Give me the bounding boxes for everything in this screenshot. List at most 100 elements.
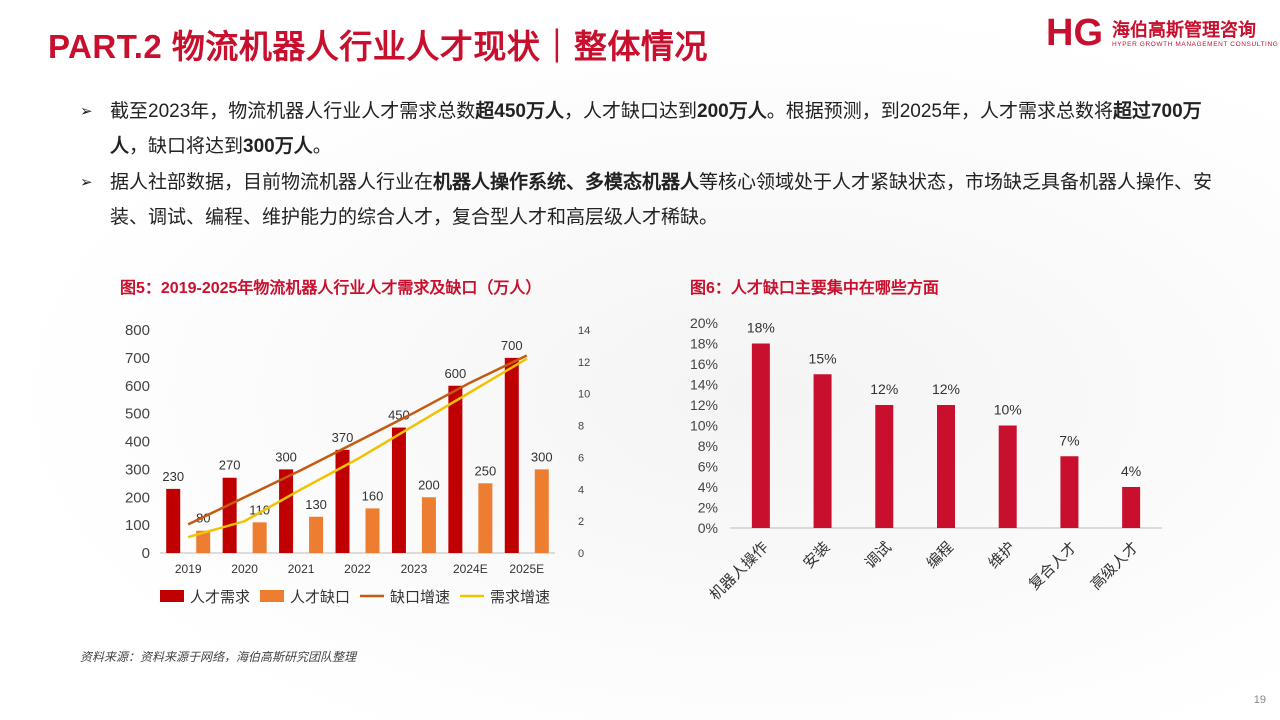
right-axis-tick-label: 4 bbox=[578, 484, 584, 496]
x-axis-tick-label: 复合人才 bbox=[1025, 538, 1080, 593]
bar-data-label: 4% bbox=[1121, 463, 1141, 479]
demand-bar bbox=[391, 427, 406, 553]
bullet-arrow-icon: ➢ bbox=[80, 174, 93, 191]
legend-swatch bbox=[260, 590, 284, 602]
gap-bar bbox=[252, 522, 267, 553]
x-axis-tick-label: 2019 bbox=[175, 562, 202, 576]
gap-category-bar bbox=[751, 343, 770, 528]
bar-data-label: 600 bbox=[445, 366, 467, 381]
legend-label: 人才需求 bbox=[190, 589, 250, 606]
gap-category-bar bbox=[1122, 487, 1141, 528]
bullet-arrow-icon: ➢ bbox=[80, 103, 93, 120]
x-axis-tick-label: 高级人才 bbox=[1088, 539, 1142, 593]
x-axis-tick-label: 编程 bbox=[924, 539, 957, 572]
left-axis-tick-label: 300 bbox=[125, 461, 150, 478]
x-axis-tick-label: 调试 bbox=[862, 539, 895, 572]
bullet-text: 。 bbox=[312, 136, 332, 157]
right-axis-tick-label: 8 bbox=[578, 421, 584, 433]
left-axis-tick-label: 400 bbox=[125, 434, 150, 451]
bar-data-label: 18% bbox=[747, 320, 775, 336]
left-axis-tick-label: 600 bbox=[125, 378, 150, 395]
gap-bar bbox=[196, 530, 211, 553]
bar-data-label: 12% bbox=[870, 381, 898, 397]
bullet-emphasis: 200万人 bbox=[697, 101, 767, 122]
bar-data-label: 110 bbox=[249, 502, 270, 517]
gap-category-bar bbox=[813, 374, 832, 528]
x-axis-tick-label: 安装 bbox=[800, 539, 833, 572]
bullet-emphasis: 超450万人 bbox=[475, 101, 564, 122]
gap-category-bar bbox=[875, 405, 894, 528]
bar-data-label: 130 bbox=[305, 497, 327, 512]
gap-bar bbox=[365, 508, 380, 553]
gap-bar bbox=[421, 497, 436, 553]
left-axis-tick-label: 500 bbox=[125, 406, 150, 423]
bar-data-label: 700 bbox=[501, 338, 523, 353]
left-axis-tick-label: 0 bbox=[142, 545, 150, 562]
y-axis-tick-label: 0% bbox=[698, 520, 718, 536]
chart5-title: 图5：2019-2025年物流机器人行业人才需求及缺口（万人） bbox=[120, 280, 542, 297]
bullet-emphasis: 300万人 bbox=[243, 136, 313, 157]
bullet-text: 截至2023年，物流机器人行业人才需求总数 bbox=[110, 101, 476, 122]
demand-growth-line bbox=[187, 357, 528, 539]
y-axis-tick-label: 14% bbox=[690, 377, 718, 393]
gap-bar bbox=[309, 516, 324, 553]
gap-category-bar bbox=[1060, 456, 1079, 528]
bar-data-label: 270 bbox=[219, 458, 241, 473]
y-axis-tick-label: 18% bbox=[690, 336, 718, 352]
bar-data-label: 160 bbox=[362, 488, 384, 503]
demand-bar bbox=[222, 477, 237, 553]
source-note: 资料来源：资料来源于网络，海伯高斯研究团队整理 bbox=[80, 650, 357, 664]
hg-logo-mark: HG bbox=[1046, 12, 1103, 52]
bullet-emphasis: 超过700万人 bbox=[110, 101, 1202, 157]
left-axis-tick-label: 200 bbox=[125, 489, 150, 506]
x-axis-tick-label: 2021 bbox=[288, 562, 315, 576]
chart6-gap-distribution: 0% 2% 4% 6% 8% 10% 12% 14% 16% 18% 20% 18% 机器人操作 15% 安… bbox=[690, 315, 1162, 604]
y-axis-tick-label: 4% bbox=[698, 479, 718, 495]
gap-bar bbox=[478, 483, 493, 553]
x-axis-tick-label: 2020 bbox=[231, 562, 258, 576]
gap-category-bar bbox=[937, 405, 955, 528]
y-axis-tick-label: 10% bbox=[690, 418, 718, 434]
left-axis-tick-label: 100 bbox=[125, 517, 150, 534]
logo-chinese-name: 海伯高斯管理咨询 bbox=[1112, 20, 1256, 40]
x-axis-tick-label: 2025E bbox=[509, 562, 544, 576]
demand-bar bbox=[504, 357, 519, 553]
bar-data-label: 300 bbox=[531, 449, 553, 464]
bar-data-label: 12% bbox=[932, 381, 960, 397]
bar-data-label: 10% bbox=[994, 402, 1022, 418]
bullet-text: 。根据预测，到2025年，人才需求总数将 bbox=[766, 101, 1113, 122]
y-axis-tick-label: 2% bbox=[698, 500, 718, 516]
bullet-list: ➢ 截至2023年，物流机器人行业人才需求总数超450万人，人才缺口达到200万人… bbox=[80, 94, 1220, 236]
right-axis-tick-label: 6 bbox=[578, 452, 584, 464]
bullet-text: ，人才缺口达到 bbox=[563, 101, 697, 122]
right-axis-tick-label: 12 bbox=[578, 357, 590, 369]
right-axis-tick-label: 14 bbox=[578, 325, 590, 337]
bar-data-label: 15% bbox=[809, 350, 837, 366]
bullet-emphasis: 机器人操作系统、多模态机器人 bbox=[433, 172, 700, 193]
svg-text:HG: HG bbox=[1046, 12, 1103, 52]
gap-bar bbox=[534, 469, 549, 553]
y-axis-tick-label: 16% bbox=[690, 356, 718, 372]
x-axis-tick-label: 机器人操作 bbox=[707, 539, 772, 604]
legend-swatch bbox=[160, 590, 184, 602]
legend-label: 需求增速 bbox=[490, 589, 550, 606]
x-axis-tick-label: 2023 bbox=[401, 562, 428, 576]
left-axis-tick-label: 800 bbox=[125, 322, 150, 339]
bar-data-label: 370 bbox=[332, 430, 354, 445]
bullet-text: ，缺口将达到 bbox=[129, 136, 244, 157]
demand-bar bbox=[448, 385, 463, 553]
bullet-item: ➢ 截至2023年，物流机器人行业人才需求总数超450万人，人才缺口达到200万人… bbox=[80, 94, 1220, 164]
y-axis-tick-label: 6% bbox=[698, 459, 718, 475]
bar-data-label: 200 bbox=[418, 477, 440, 492]
bullet-item: ➢ 据人社部数据，目前物流机器人行业在机器人操作系统、多模态机器人等核心领域处于人… bbox=[80, 165, 1220, 235]
bullet-text: 等核心领域处于人才紧缺状态，市场缺乏具备机器人操作、安装、调试、编程、维护能力的… bbox=[110, 172, 1213, 228]
page-title: PART.2 物流机器人行业人才现状｜整体情况 bbox=[48, 28, 708, 65]
legend-label: 人才缺口 bbox=[290, 589, 350, 606]
x-axis-tick-label: 2022 bbox=[344, 562, 371, 576]
right-axis-tick-label: 2 bbox=[578, 516, 584, 528]
chart5-demand-gap: 0 100 200 300 400 500 600 700 800 0 2 4 6 8 10 12 14 2019… bbox=[125, 322, 590, 606]
x-axis-tick-label: 维护 bbox=[985, 539, 1018, 572]
bullet-text: 据人社部数据，目前物流机器人行业在 bbox=[110, 172, 434, 193]
bar-data-label: 230 bbox=[162, 469, 184, 484]
right-axis-tick-label: 0 bbox=[578, 548, 584, 560]
